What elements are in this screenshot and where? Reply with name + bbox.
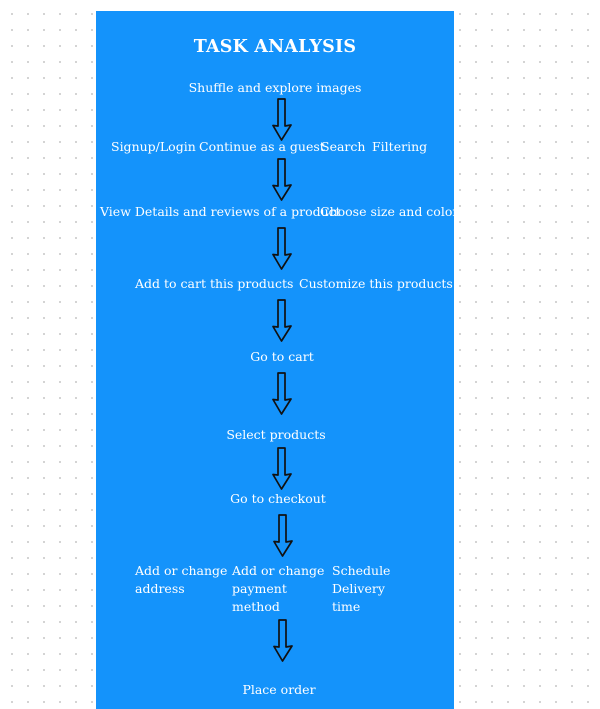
step-select-products: Select products [226,427,326,442]
flow-arrow-icon [271,299,293,343]
option-continue-guest: Continue as a guest [199,139,325,154]
flow-arrow-icon [271,372,293,416]
flow-arrow-icon [272,619,294,663]
step-place-order: Place order [242,682,316,697]
flow-arrow-icon [271,98,293,142]
option-search: Search [321,139,366,154]
task-analysis-board: TASK ANALYSIS Shuffle and explore images… [96,11,458,709]
step-go-to-cart: Go to cart [250,349,314,364]
option-choose-size-color: Choose size and color [320,204,459,219]
option-filtering: Filtering [372,139,428,154]
flow-arrow-icon [271,227,293,271]
option-signup-login: Signup/Login [111,139,196,154]
flow-arrow-icon [272,514,294,558]
diagram-title: TASK ANALYSIS [193,37,357,57]
step-go-to-checkout: Go to checkout [230,491,326,506]
option-schedule-delivery: Schedule Delivery time [332,563,391,614]
option-change-payment: Add or change payment method [232,563,325,614]
flow-arrow-icon [271,158,293,202]
option-change-address: Add or change address [135,563,228,596]
option-view-details-reviews: View Details and reviews of a product [100,204,341,219]
step-shuffle-explore: Shuffle and explore images [188,80,362,95]
option-customize-products: Customize this products [299,276,453,291]
flow-arrow-icon [271,447,293,491]
option-add-to-cart: Add to cart this products [135,276,294,291]
